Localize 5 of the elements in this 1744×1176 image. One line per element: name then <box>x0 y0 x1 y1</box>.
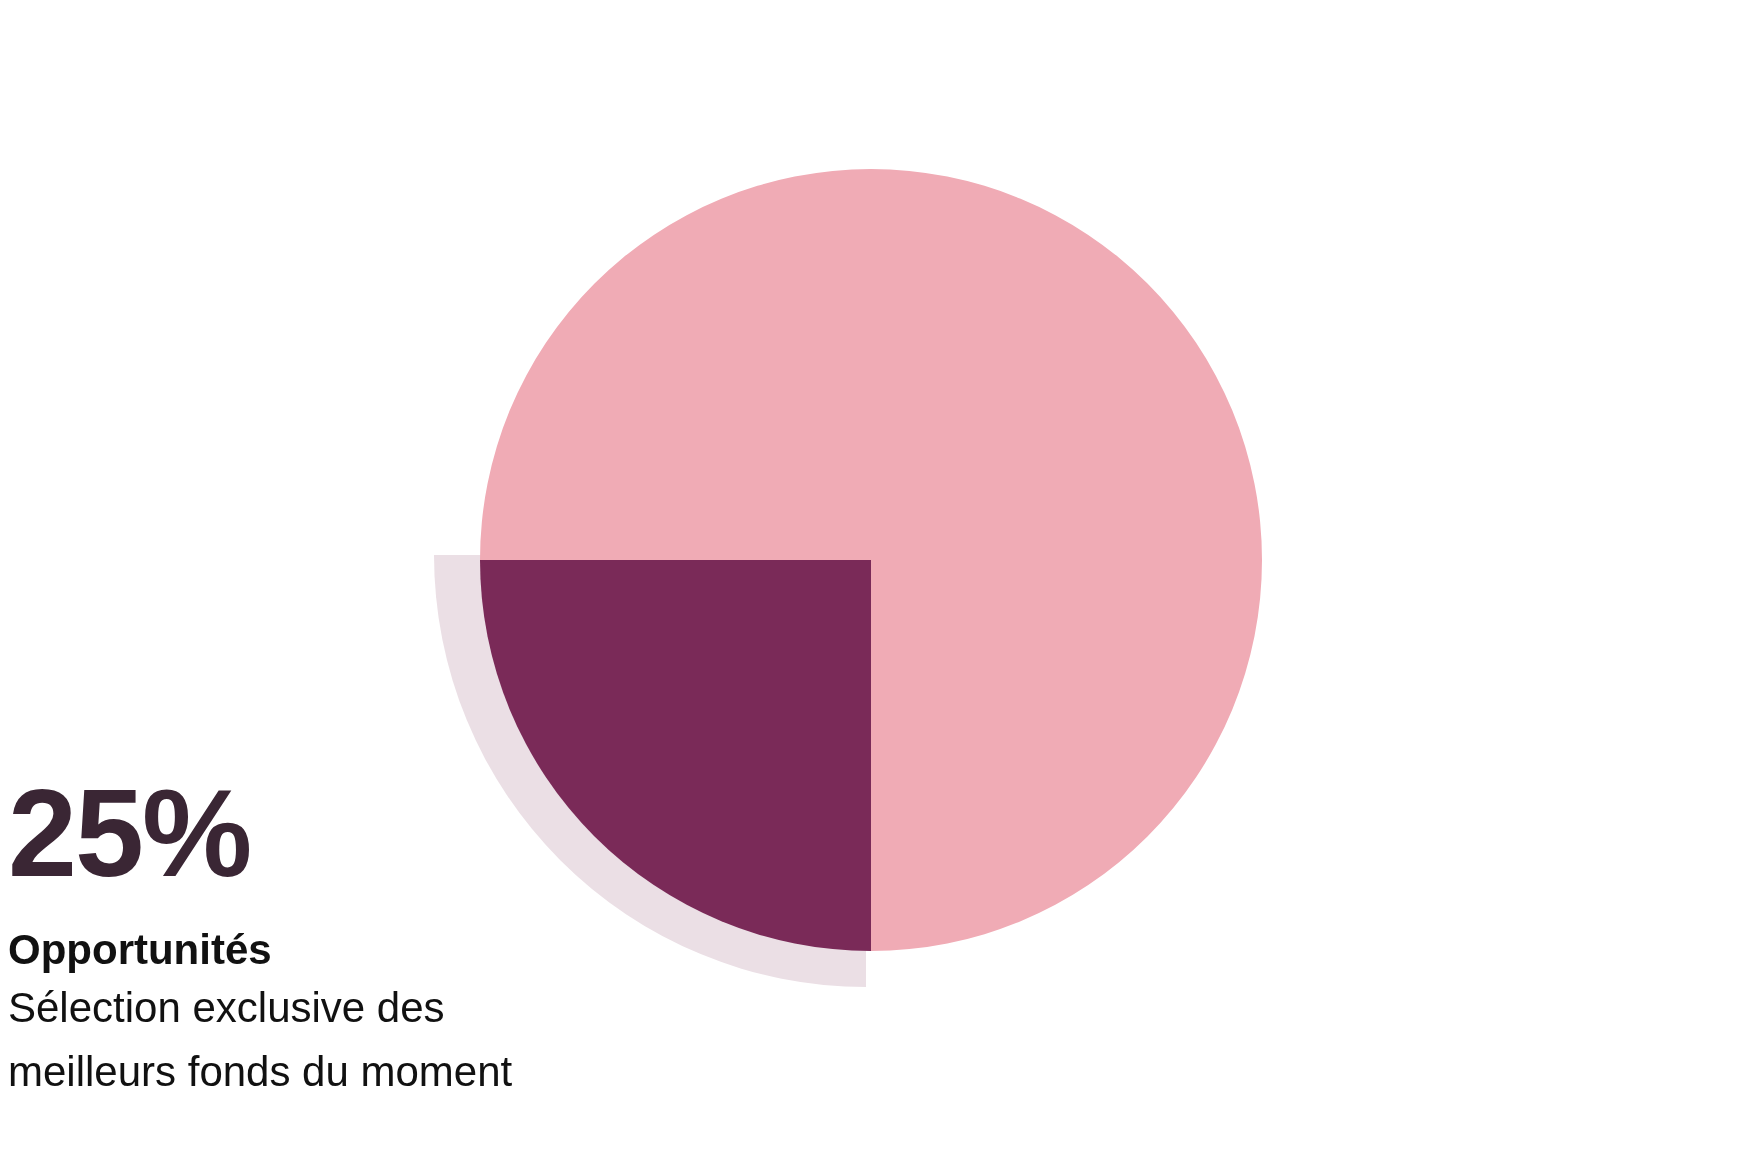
pie-slice <box>480 169 1262 951</box>
pie-slice <box>480 560 871 951</box>
data-label: 25% <box>8 764 252 902</box>
text: Sélection exclusive des meilleurs fonds du moment <box>8 983 514 1097</box>
slice-label: Opportunités <box>8 925 273 975</box>
